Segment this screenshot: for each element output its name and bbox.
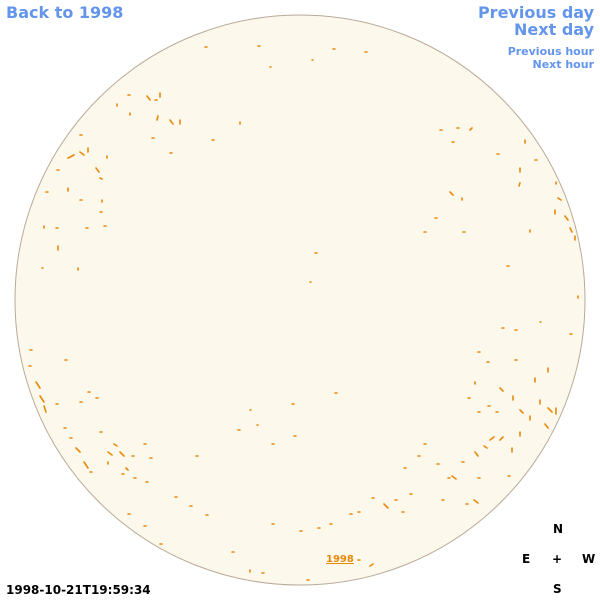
contours <box>28 45 579 581</box>
compass-south: S <box>553 582 562 596</box>
previous-hour-link[interactable]: Previous hour <box>507 45 594 58</box>
compass-east: E <box>522 552 531 566</box>
previous-day-link[interactable]: Previous day <box>477 3 594 22</box>
back-link[interactable]: Back to 1998 <box>6 3 124 22</box>
compass-north: N <box>553 522 564 536</box>
compass-center: + <box>552 552 563 566</box>
compass-west: W <box>582 552 596 566</box>
year-link[interactable]: 1998 <box>326 554 354 565</box>
next-day-link[interactable]: Next day <box>514 20 594 39</box>
solar-disk <box>14 14 586 586</box>
next-hour-link[interactable]: Next hour <box>532 58 595 71</box>
timestamp: 1998-10-21T19:59:34 <box>6 583 151 597</box>
